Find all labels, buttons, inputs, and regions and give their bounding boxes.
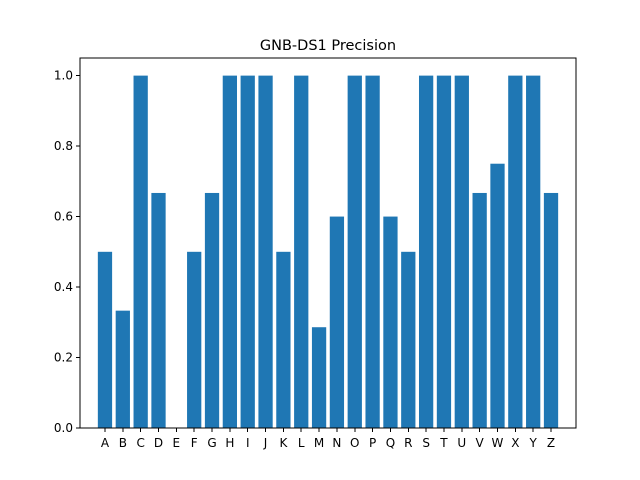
bar-s	[418, 75, 434, 429]
plot-frame	[79, 57, 577, 429]
x-tick-label: R	[404, 436, 412, 450]
x-tick-label: S	[422, 436, 430, 450]
x-tick-label: K	[279, 436, 288, 450]
x-tick-label: M	[314, 436, 324, 450]
bar-n	[329, 216, 345, 428]
x-tick-label: C	[136, 436, 144, 450]
y-tick-label: 1.0	[54, 69, 73, 83]
x-tick-label: U	[457, 436, 466, 450]
bar-x	[508, 75, 523, 429]
bar-o	[347, 75, 362, 429]
x-tick-label: O	[350, 436, 359, 450]
bar-l	[294, 75, 309, 429]
bar-y	[526, 75, 541, 429]
x-tick-label: F	[191, 436, 198, 450]
x-tick-label: Y	[529, 436, 538, 450]
bar-m	[311, 327, 327, 428]
bar-b	[115, 310, 130, 428]
bar-k	[276, 251, 291, 428]
x-tick-label: H	[225, 436, 234, 450]
x-tick-label: G	[207, 436, 216, 450]
bar-z	[543, 192, 559, 428]
bar-u	[454, 75, 469, 429]
x-tick-label: I	[246, 436, 250, 450]
bar-j	[258, 75, 273, 429]
x-tick-label: T	[439, 436, 448, 450]
bar-i	[240, 75, 255, 429]
chart-title: GNB-DS1 Precision	[260, 38, 396, 54]
x-tick-label: Z	[547, 436, 555, 450]
x-tick-label: D	[154, 436, 163, 450]
y-tick-label: 0.8	[54, 139, 73, 153]
bar-v	[472, 192, 487, 428]
bar-w	[490, 163, 505, 428]
bar-f	[187, 251, 202, 428]
x-tick-label: W	[492, 436, 504, 450]
x-tick-label: L	[298, 436, 305, 450]
x-tick-label: J	[263, 436, 268, 450]
x-tick-label: X	[511, 436, 519, 450]
bar-p	[365, 75, 380, 429]
bar-g	[204, 192, 220, 428]
x-tick-label: Q	[386, 436, 395, 450]
bars-layer	[97, 75, 559, 429]
bar-t	[436, 75, 452, 429]
x-tick-label: E	[173, 436, 181, 450]
bar-q	[383, 216, 398, 428]
bar-a	[97, 251, 113, 428]
y-tick-label: 0.2	[54, 351, 73, 365]
y-tick-label: 0.0	[54, 421, 73, 435]
bar-c	[133, 75, 148, 429]
x-tick-label: V	[476, 436, 485, 450]
bar-d	[151, 192, 166, 428]
y-tick-label: 0.4	[54, 280, 73, 294]
x-tick-label: N	[332, 436, 341, 450]
x-tick-label: A	[101, 436, 110, 450]
y-tick-label: 0.6	[54, 210, 73, 224]
x-tick-label: B	[119, 436, 127, 450]
bar-h	[222, 75, 237, 429]
y-axis: 0.0 0.2 0.4 0.6 0.8 1.0	[54, 69, 80, 435]
bar-r	[401, 251, 416, 428]
x-tick-label: P	[369, 436, 376, 450]
